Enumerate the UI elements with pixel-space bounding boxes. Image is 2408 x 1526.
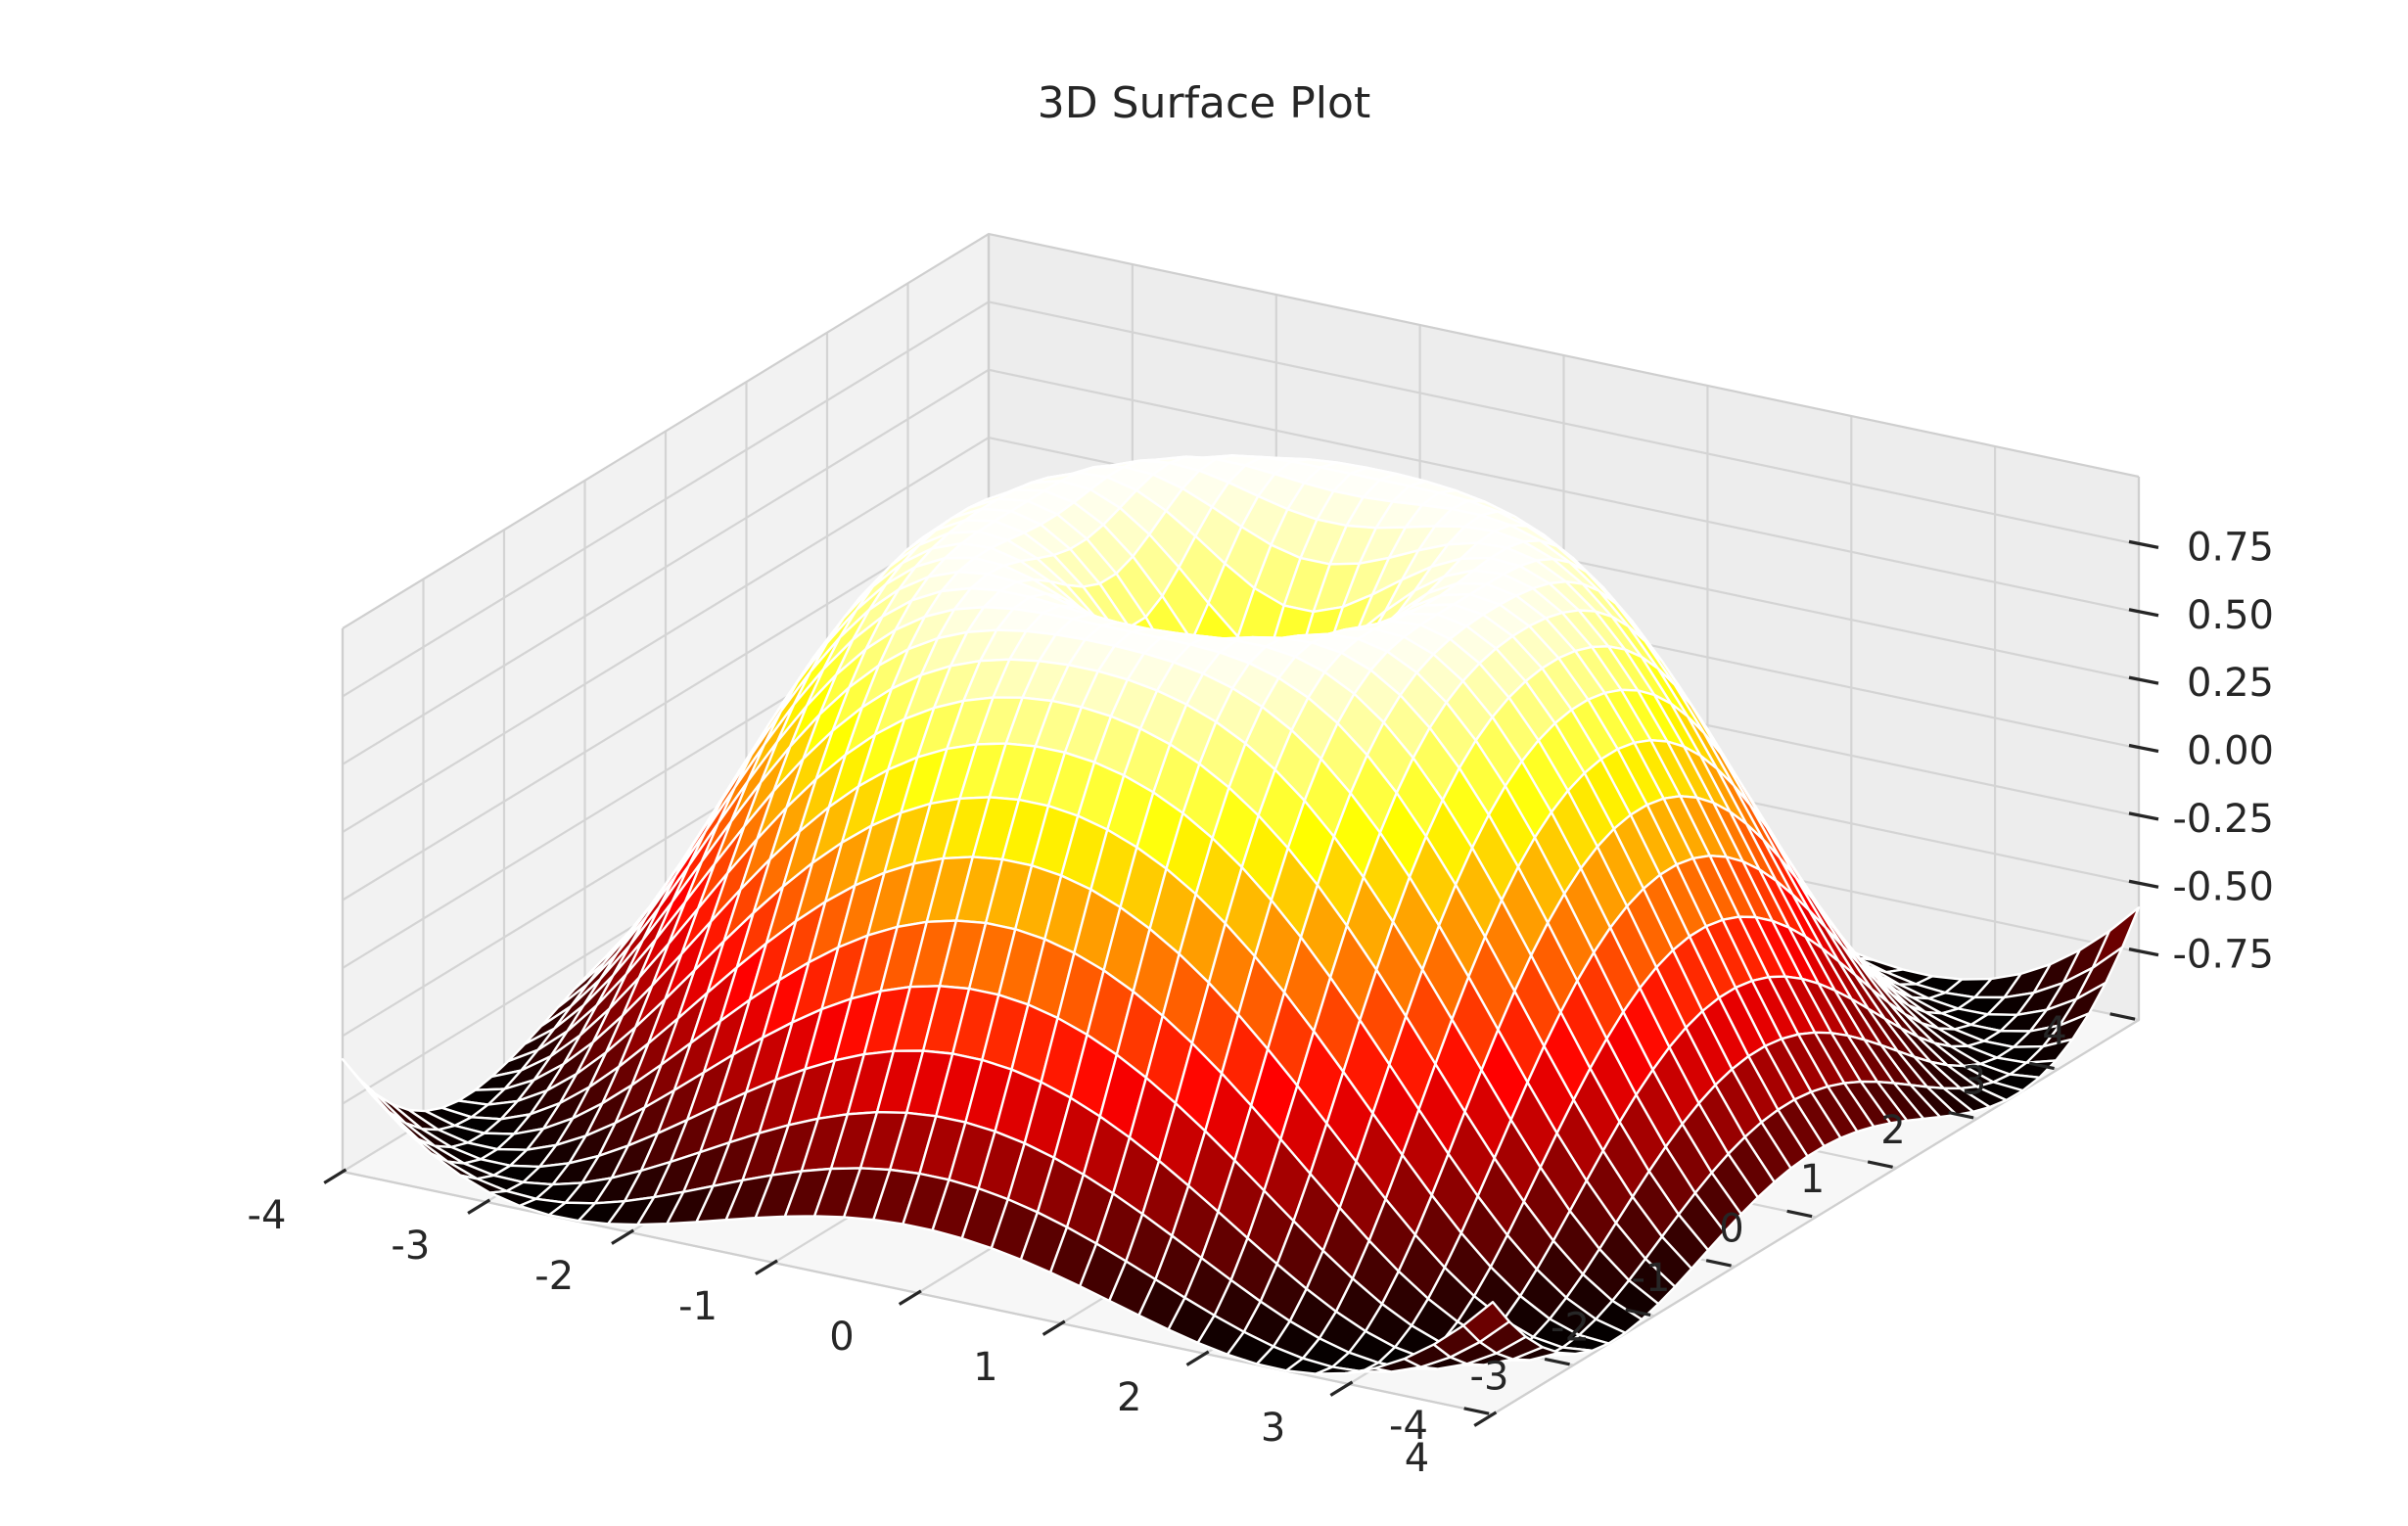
- y-tick: [1786, 1209, 1813, 1219]
- z-tick: [2128, 948, 2159, 957]
- x-tick: [611, 1228, 634, 1245]
- z-tick-label: -0.50: [2173, 864, 2275, 909]
- z-tick: [2128, 743, 2159, 754]
- y-tick: [1544, 1357, 1570, 1366]
- chart-title: 3D Surface Plot: [1037, 78, 1371, 128]
- x-tick: [323, 1168, 347, 1184]
- z-tick: [2128, 539, 2159, 549]
- x-tick-label: -2: [534, 1254, 574, 1299]
- y-tick: [1948, 1110, 1974, 1120]
- x-tick: [1329, 1380, 1354, 1397]
- x-tick-label: -1: [678, 1284, 718, 1329]
- x-tick: [1473, 1410, 1498, 1427]
- z-tick-label: -0.25: [2173, 797, 2275, 842]
- y-tick-label: 2: [1880, 1108, 1905, 1153]
- y-tick-label: 1: [1800, 1157, 1825, 1202]
- z-tick: [2128, 879, 2159, 889]
- z-tick-label: 0.50: [2187, 593, 2274, 638]
- y-tick: [1463, 1407, 1490, 1415]
- x-tick: [755, 1259, 778, 1275]
- y-tick-label: -2: [1551, 1305, 1590, 1350]
- z-tick-label: 0.75: [2187, 525, 2274, 570]
- x-tick-label: 3: [1261, 1406, 1285, 1451]
- x-tick: [898, 1289, 922, 1306]
- x-tick-label: 0: [829, 1315, 854, 1360]
- surface-mesh: [341, 454, 2141, 1375]
- z-tick-label: 0.25: [2187, 661, 2274, 706]
- y-tick: [2109, 1012, 2136, 1021]
- x-axis: -4 -3 -2 -1 0 1 2 3 4: [248, 1168, 1498, 1481]
- y-axis: -4 -3 -2 -1 0 1 2 3 4: [1389, 1009, 2136, 1449]
- x-tick: [467, 1198, 491, 1215]
- y-tick-label: 3: [1962, 1058, 1986, 1103]
- z-tick-label: 0.00: [2187, 729, 2274, 774]
- z-tick: [2128, 675, 2159, 685]
- y-tick-label: 0: [1719, 1207, 1743, 1252]
- x-tick: [1042, 1319, 1066, 1336]
- x-tick-label: -3: [391, 1224, 430, 1269]
- z-tick-label: -0.75: [2173, 933, 2275, 978]
- x-tick-label: 2: [1117, 1375, 1141, 1420]
- y-tick-label: -1: [1632, 1256, 1671, 1301]
- x-tick: [1185, 1350, 1210, 1366]
- y-tick-label: 4: [2042, 1009, 2066, 1054]
- z-tick: [2128, 608, 2159, 618]
- z-tick: [2128, 811, 2159, 821]
- z-axis: -0.75 -0.50 -0.25 0.00 0.25 0.50 0.75: [2128, 525, 2275, 978]
- x-tick-label: 4: [1405, 1436, 1429, 1481]
- y-tick: [1867, 1160, 1893, 1169]
- y-tick: [1705, 1259, 1732, 1268]
- x-tick-label: 1: [973, 1345, 997, 1390]
- surface-face: [1461, 1300, 1511, 1344]
- y-tick-label: -4: [1389, 1404, 1428, 1449]
- y-tick-label: -3: [1470, 1355, 1509, 1400]
- y-tick: [2028, 1061, 2055, 1071]
- x-tick-label: -4: [248, 1193, 287, 1238]
- y-tick: [1625, 1308, 1651, 1317]
